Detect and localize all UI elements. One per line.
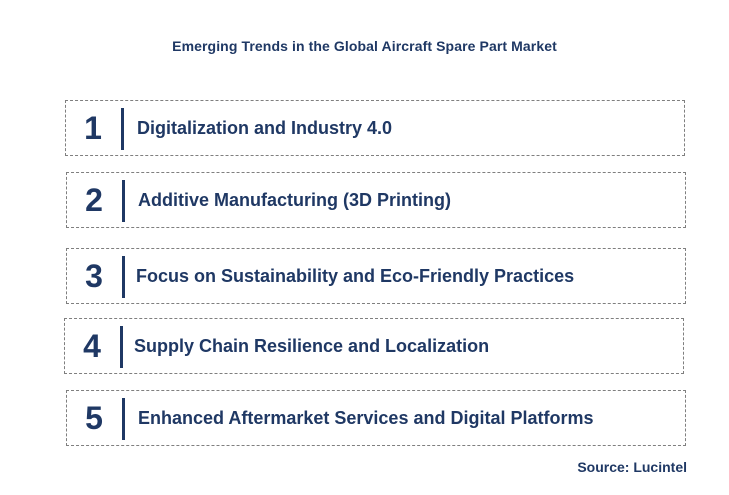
trend-number: 5 <box>85 399 103 436</box>
divider <box>122 180 125 222</box>
divider <box>122 398 125 440</box>
divider <box>120 326 123 368</box>
trend-number: 2 <box>85 181 103 218</box>
trend-label: Digitalization and Industry 4.0 <box>137 117 393 138</box>
trend-label: Focus on Sustainability and Eco-Friendly… <box>136 265 575 286</box>
trend-number: 4 <box>83 327 101 364</box>
page-title: Emerging Trends in the Global Aircraft S… <box>172 38 557 54</box>
divider <box>122 256 125 298</box>
trend-label: Enhanced Aftermarket Services and Digita… <box>138 407 594 428</box>
divider <box>121 108 124 150</box>
trend-item-4: 4 Supply Chain Resilience and Localizati… <box>64 318 684 374</box>
source-note: Source: Lucintel <box>577 459 687 475</box>
trend-label: Additive Manufacturing (3D Printing) <box>138 189 451 210</box>
trend-label: Supply Chain Resilience and Localization <box>134 335 490 356</box>
trend-number: 3 <box>85 257 103 294</box>
trend-item-5: 5 Enhanced Aftermarket Services and Digi… <box>66 390 686 446</box>
trend-number: 1 <box>84 109 102 146</box>
trend-item-2: 2 Additive Manufacturing (3D Printing) <box>66 172 686 228</box>
trend-item-3: 3 Focus on Sustainability and Eco-Friend… <box>66 248 686 304</box>
trend-item-1: 1 Digitalization and Industry 4.0 <box>65 100 685 156</box>
